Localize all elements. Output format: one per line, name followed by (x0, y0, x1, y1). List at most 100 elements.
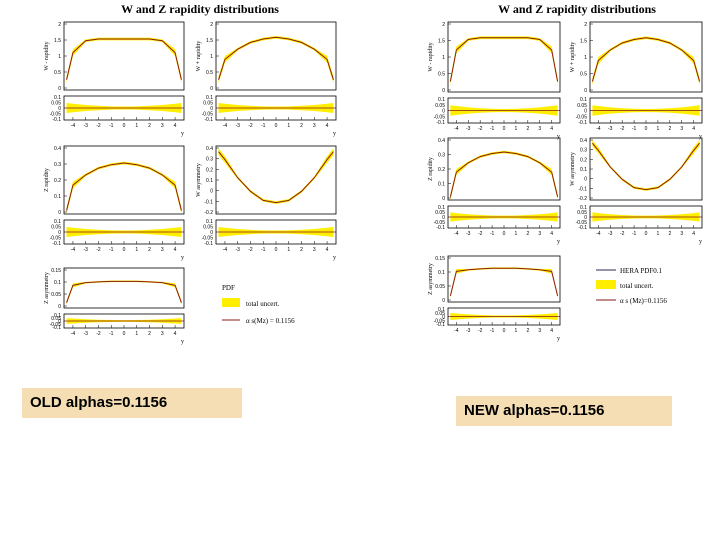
ratio-subplot: 0.10.050-0.05-0.1-4 -3 -2 -1 0 1 2 3 4y (50, 219, 185, 261)
x-tick-label: -2 (620, 126, 625, 132)
ratio-tick-label: 0.05 (51, 225, 61, 231)
ratio-subplot: 0.10.050-0.05-0.1-4 -3 -2 -1 0 1 2 3 4y (434, 307, 561, 342)
central-value-line (449, 151, 559, 198)
ratio-subplot: 0.10.050-0.05-0.1-4 -3 -2 -1 0 1 2 3 4y (576, 205, 703, 245)
y-tick-label: 0 (58, 210, 61, 216)
x-tick-label: -3 (83, 331, 88, 337)
x-axis-label: y (181, 131, 184, 137)
x-tick-label: 1 (135, 247, 138, 253)
x-tick-label: 0 (275, 123, 278, 129)
ratio-tick-label: 0 (584, 109, 587, 115)
ratio-tick-label: 0 (210, 106, 213, 112)
y-tick-label: 0.3 (54, 162, 61, 168)
x-tick-label: 1 (657, 231, 660, 237)
ratio-tick-label: -0.05 (50, 236, 62, 242)
y-tick-label: -0.1 (204, 199, 213, 205)
new-alphas-caption: NEW alphas=0.1156 (456, 396, 672, 426)
y-axis-label: Z rapidity (44, 168, 50, 192)
x-tick-label: -2 (96, 123, 101, 129)
ratio-tick-label: 0.1 (54, 95, 61, 101)
ratio-subplot: 0.10.050-0.05-0.1-4 -3 -2 -1 0 1 2 3 4y (202, 219, 337, 261)
ratio-tick-label: 0.1 (438, 307, 445, 313)
subplot-old-w-asymmetry: 0.40.30.20.10-0.1-0.2W asymmetry0.10.050… (196, 145, 337, 261)
plot-frame (63, 267, 185, 309)
x-tick-label: 3 (680, 126, 683, 132)
x-tick-label: -2 (478, 126, 483, 132)
y-tick-label: 0 (58, 304, 61, 310)
x-tick-label: 1 (657, 126, 660, 132)
ratio-tick-label: 0.05 (577, 210, 587, 216)
x-tick-label: 4 (174, 247, 177, 253)
ratio-tick-label: 0.1 (438, 97, 445, 103)
ratio-tick-label: 0.05 (435, 103, 445, 109)
x-tick-label: 0 (645, 126, 648, 132)
y-tick-label: 1.5 (206, 38, 213, 44)
ratio-tick-label: 0 (210, 230, 213, 236)
subplot-old-z-rapidity: 0.40.30.20.10Z rapidity0.10.050-0.05-0.1… (44, 145, 185, 261)
y-axis-label: W - rapidity (44, 41, 50, 70)
y-tick-label: 1.5 (438, 39, 445, 45)
ratio-tick-label: -0.1 (52, 241, 61, 247)
x-tick-label: -3 (235, 123, 240, 129)
ratio-tick-label: 0.05 (51, 316, 61, 322)
ratio-tick-label: -0.1 (52, 117, 61, 123)
ratio-subplot: 0.10.050-0.05-0.1-4 -3 -2 -1 0 1 2 3 4y (434, 97, 561, 140)
ratio-tick-label: -0.05 (202, 112, 214, 118)
ratio-tick-label: 0.05 (435, 311, 445, 317)
x-tick-label: 4 (550, 231, 553, 237)
x-tick-label: 0 (503, 328, 506, 334)
central-value-line (66, 162, 182, 211)
x-axis-label: y (699, 239, 702, 245)
x-tick-label: 4 (326, 247, 329, 253)
x-tick-label: 4 (692, 231, 695, 237)
x-tick-label: -3 (235, 247, 240, 253)
x-axis-label: y (557, 134, 560, 140)
ratio-tick-label: 0 (584, 215, 587, 221)
ratio-tick-label: -0.1 (204, 117, 213, 123)
y-tick-label: 0 (442, 196, 445, 202)
x-tick-label: 0 (123, 247, 126, 253)
y-tick-label: 0.1 (580, 167, 587, 173)
y-tick-label: 1.5 (54, 38, 61, 44)
x-axis-label: y (181, 339, 184, 345)
x-tick-label: -3 (466, 231, 471, 237)
y-axis-label: W - rapidity (428, 42, 434, 71)
ratio-tick-label: -0.1 (436, 225, 445, 231)
x-tick-label: 0 (503, 126, 506, 132)
ratio-tick-label: 0.05 (435, 210, 445, 216)
x-tick-label: 3 (538, 328, 541, 334)
new-legend-hera: HERA PDF0.1 (620, 267, 663, 275)
new-legend-band-swatch (596, 280, 616, 289)
x-tick-label: 0 (275, 247, 278, 253)
ratio-tick-label: -0.1 (578, 225, 587, 231)
x-tick-label: 3 (313, 247, 316, 253)
x-tick-label: 1 (135, 123, 138, 129)
x-tick-label: 2 (148, 123, 151, 129)
ratio-tick-label: -0.05 (50, 112, 62, 118)
x-tick-label: 4 (550, 328, 553, 334)
y-tick-label: 0.1 (54, 194, 61, 200)
uncertainty-band (66, 280, 182, 305)
ratio-tick-label: -0.05 (576, 114, 588, 120)
x-axis-label: y (557, 336, 560, 342)
y-tick-label: 0.2 (438, 167, 445, 173)
y-axis-label: Z rapidity (428, 157, 434, 181)
x-tick-label: -1 (109, 331, 114, 337)
ratio-tick-label: 0.05 (51, 101, 61, 107)
x-tick-label: -4 (223, 123, 228, 129)
y-tick-label: 0.4 (438, 138, 445, 144)
x-tick-label: -4 (596, 126, 601, 132)
x-tick-label: 0 (123, 123, 126, 129)
ratio-tick-label: -0.1 (52, 325, 61, 331)
x-tick-label: 4 (174, 123, 177, 129)
x-tick-label: -2 (96, 331, 101, 337)
subplot-new-w-asymmetry: 0.40.30.20.10-0.1-0.2W asymmetry0.10.050… (570, 137, 703, 245)
y-tick-label: 0.5 (206, 70, 213, 76)
y-tick-label: 0.5 (580, 72, 587, 78)
ratio-subplot: 0.10.050-0.05-0.1-4 -3 -2 -1 0 1 2 3 4y (50, 95, 185, 137)
ratio-tick-label: 0 (442, 109, 445, 115)
x-tick-label: 2 (526, 126, 529, 132)
x-axis-label: y (333, 255, 336, 261)
x-axis-label: y (557, 239, 560, 245)
